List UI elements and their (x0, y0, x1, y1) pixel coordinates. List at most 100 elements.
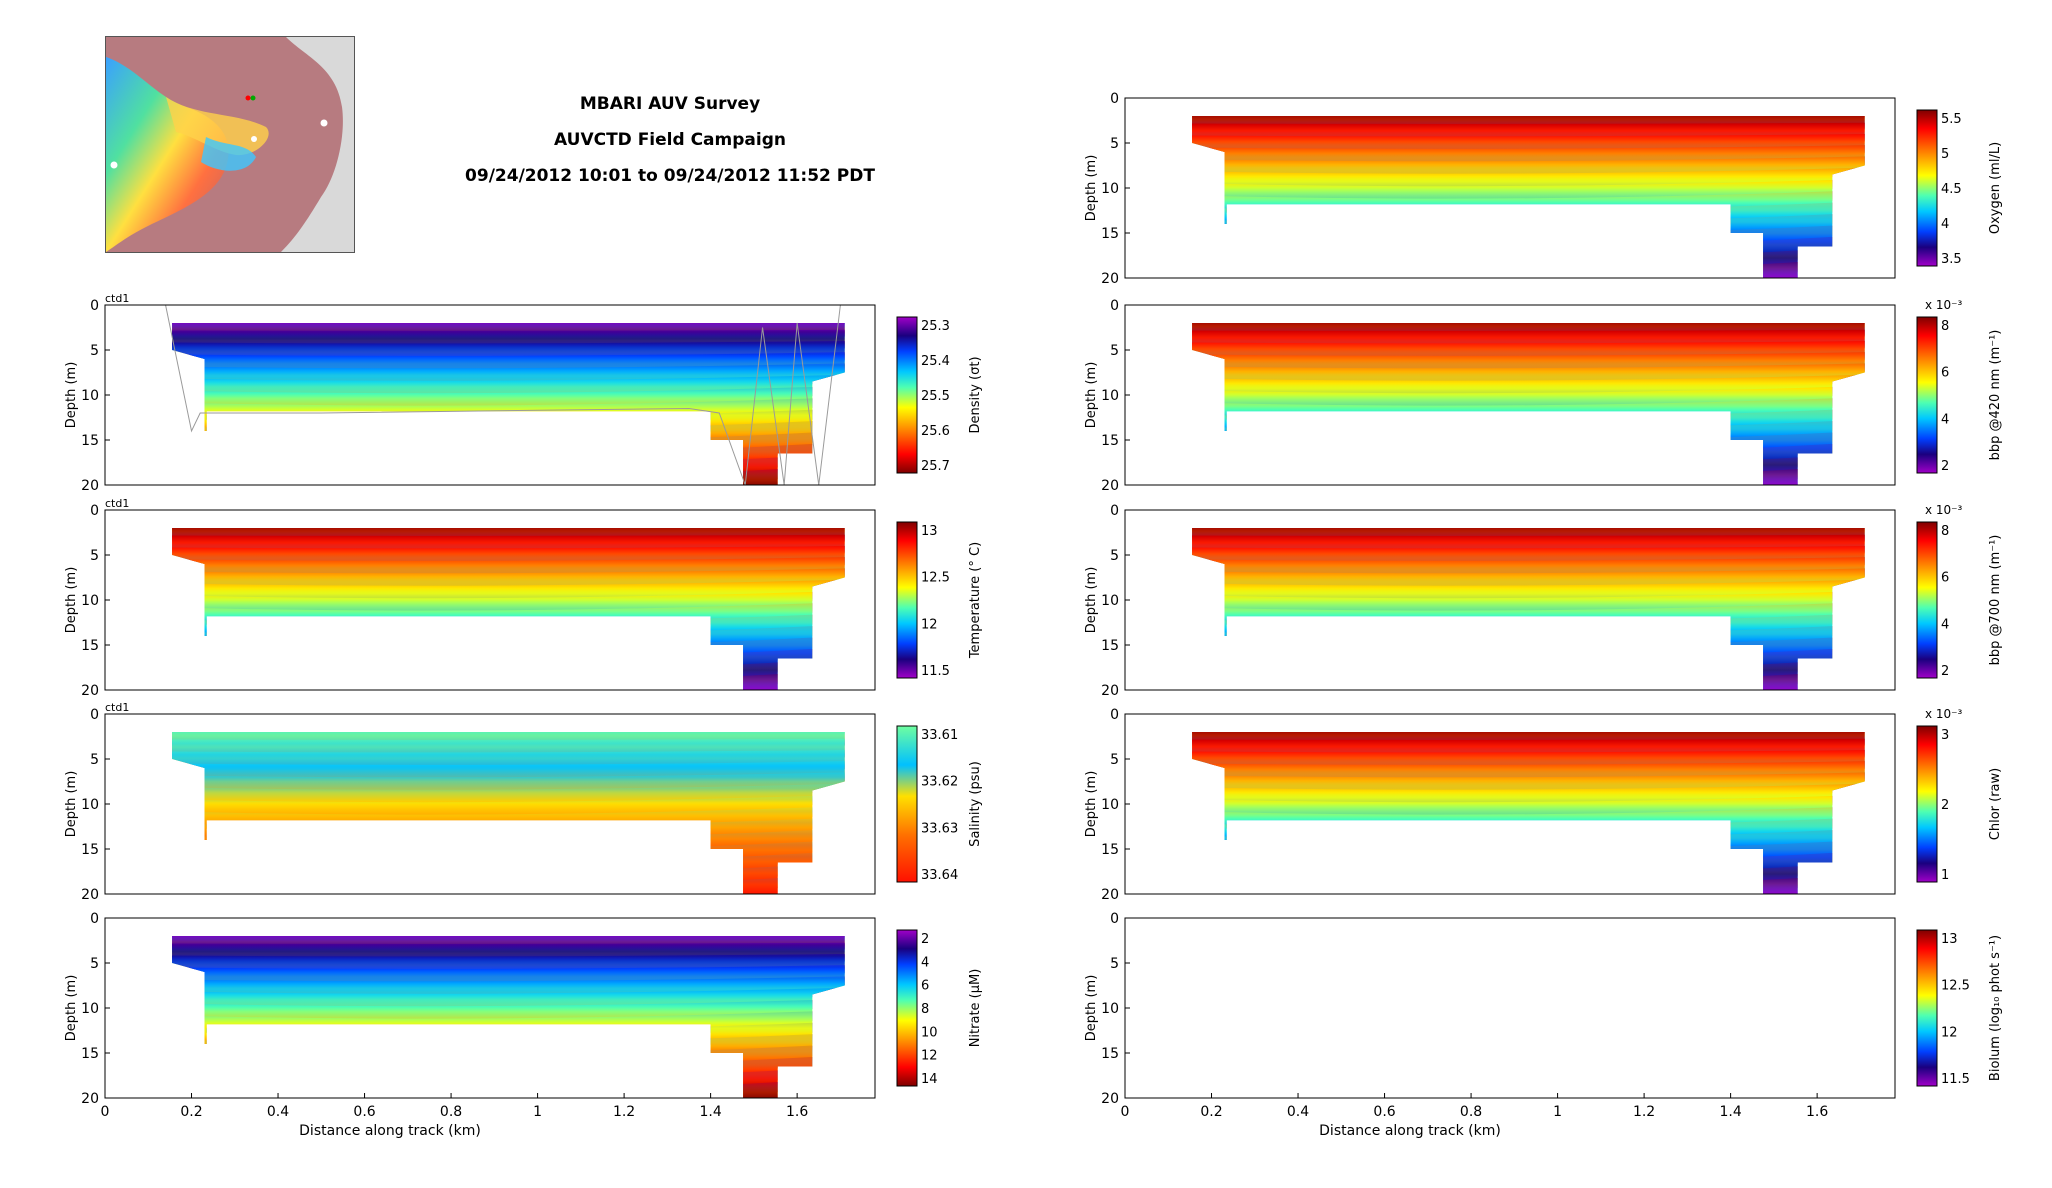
colorbar-label: bbp @700 nm (m⁻¹) (1988, 535, 2003, 666)
x-tick-label: 1.6 (1806, 1104, 1828, 1120)
colorbar-label: Density (σt) (968, 356, 983, 433)
colorbar-tick-label: 25.3 (921, 319, 950, 334)
colorbar-tick-label: 2 (921, 932, 929, 947)
y-tick-label: 10 (81, 797, 99, 813)
x-tick-label: 0.8 (440, 1104, 462, 1120)
y-tick-label: 20 (81, 887, 99, 903)
section-fill (1192, 732, 1865, 894)
y-axis-label: Depth (m) (1084, 975, 1099, 1042)
x-tick-label: 1.6 (786, 1104, 808, 1120)
y-tick-label: 5 (1110, 136, 1119, 152)
colorbar-bbp700: 8 6 4 2 x 10⁻³ bbp @700 nm (m⁻¹) (1916, 503, 2003, 679)
colorbar-tick-label: 4 (1941, 217, 1949, 232)
section-field (172, 323, 845, 485)
section-field (1192, 116, 1865, 278)
chart-panel-bbp420: 0 5 10 15 20 Depth (m) 8 6 4 2 x 10⁻³ bbp @420 nm (… (1084, 298, 2003, 494)
y-tick-label: 10 (81, 593, 99, 609)
y-tick-label: 0 (90, 911, 99, 927)
colorbar-label: Biolum (log₁₀ phot s⁻¹) (1988, 935, 2003, 1081)
y-tick-label: 5 (1110, 956, 1119, 972)
y-tick-label: 15 (1101, 433, 1119, 449)
y-tick-label: 10 (1101, 593, 1119, 609)
colorbar-tick-label: 12.5 (1941, 979, 1970, 994)
section-fill (172, 732, 845, 894)
location-map-icon (106, 37, 343, 252)
section-field (1192, 528, 1865, 690)
x-tick-label: 0.2 (1200, 1104, 1222, 1120)
section-field (172, 528, 845, 690)
chart-panel-temperature: 0 5 10 15 20 Depth (m) ctd1 13 12.5 12 11.5 Tempera… (64, 497, 983, 699)
figure-header: MBARI AUV Survey AUVCTD Field Campaign 0… (460, 86, 880, 194)
colorbar-oxygen: 5.5 5 4.5 4 3.5 Oxygen (ml/L) (1916, 109, 2003, 267)
x-tick-label: 1 (1553, 1104, 1562, 1120)
colorbar-tick-label: 11.5 (921, 664, 950, 679)
section-fill (1192, 323, 1865, 485)
y-axis-label: Depth (m) (64, 771, 79, 838)
colorbar-tick-label: 8 (1941, 319, 1949, 334)
x-tick-label: 1 (533, 1104, 542, 1120)
section-fill (172, 528, 845, 690)
y-tick-label: 15 (81, 842, 99, 858)
colorbar-tick-label: 12.5 (921, 571, 950, 586)
campaign-title: AUVCTD Field Campaign (554, 130, 786, 150)
x-tick-label: 1.4 (1719, 1104, 1741, 1120)
colorbar-scale (1916, 109, 1938, 267)
colorbar-label: Salinity (psu) (968, 761, 983, 847)
colorbar-tick-label: 25.7 (921, 459, 950, 474)
section-fill (1192, 528, 1865, 690)
y-tick-label: 5 (90, 752, 99, 768)
y-tick-label: 15 (1101, 638, 1119, 654)
time-range: 09/24/2012 10:01 to 09/24/2012 11:52 PDT (465, 166, 875, 186)
y-tick-label: 10 (81, 388, 99, 404)
y-tick-label: 20 (1101, 887, 1119, 903)
y-tick-label: 20 (1101, 271, 1119, 287)
colorbar-bbp420: 8 6 4 2 x 10⁻³ bbp @420 nm (m⁻¹) (1916, 298, 2003, 474)
colorbar-tick-label: 2 (1941, 798, 1949, 813)
colorbar-scale (1916, 929, 1938, 1087)
y-tick-label: 15 (81, 433, 99, 449)
section-field (1192, 323, 1865, 485)
vehicle-track-line (165, 304, 841, 486)
colorbar-tick-label: 14 (921, 1072, 938, 1087)
survey-title: MBARI AUV Survey (579, 94, 761, 114)
y-axis-label: Depth (m) (64, 362, 79, 429)
y-tick-label: 10 (1101, 1001, 1119, 1017)
y-tick-label: 20 (1101, 478, 1119, 494)
colorbar-tick-label: 4 (1941, 412, 1949, 427)
colorbar-tick-label: 2 (1941, 664, 1949, 679)
y-axis-label: Depth (m) (1084, 567, 1099, 634)
colorbar-tick-label: 8 (1941, 524, 1949, 539)
section-field (172, 936, 845, 1098)
y-tick-label: 0 (90, 503, 99, 519)
y-tick-label: 5 (1110, 548, 1119, 564)
colorbar-label: Temperature (° C) (968, 542, 983, 659)
y-tick-label: 5 (90, 548, 99, 564)
colorbar-exponent: x 10⁻³ (1925, 503, 1963, 517)
location-map (105, 36, 355, 253)
colorbar-tick-label: 8 (921, 1002, 929, 1017)
y-tick-label: 0 (1110, 298, 1119, 314)
platform-label: ctd1 (105, 292, 129, 305)
colorbar-tick-label: 6 (921, 979, 929, 994)
colorbar-tick-label: 3 (1941, 728, 1949, 743)
colorbar-tick-label: 6 (1941, 366, 1949, 381)
colorbar-tick-label: 12 (921, 617, 938, 632)
colorbar-tick-label: 1 (1941, 868, 1949, 883)
y-tick-label: 5 (90, 956, 99, 972)
colorbar-tick-label: 33.63 (921, 821, 958, 836)
chart-panel-oxygen: 0 5 10 15 20 Depth (m) 5.5 5 4.5 4 3.5 Oxygen (ml/L… (1084, 91, 2003, 287)
platform-label: ctd1 (105, 497, 129, 510)
y-tick-label: 10 (1101, 797, 1119, 813)
section-fill (172, 323, 845, 485)
colorbar-tick-label: 25.6 (921, 424, 950, 439)
colorbar-tick-label: 33.61 (921, 728, 958, 743)
x-tick-label: 0.6 (1373, 1104, 1395, 1120)
y-tick-label: 10 (1101, 181, 1119, 197)
colorbar-scale (1916, 521, 1938, 679)
colorbar-label: Nitrate (μM) (968, 969, 983, 1048)
colorbar-tick-label: 3.5 (1941, 252, 1962, 267)
section-fill (1192, 116, 1865, 278)
colorbar-scale (1916, 725, 1938, 883)
